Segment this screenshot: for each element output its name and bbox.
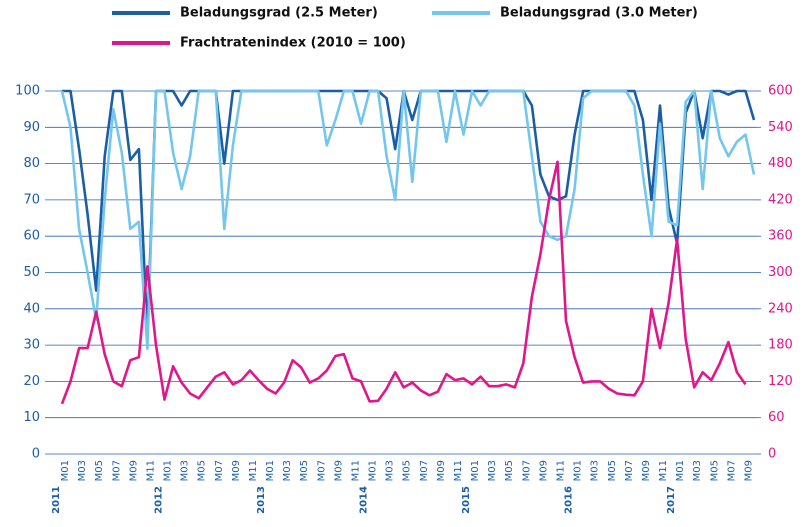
y-tick-label: 60 [23,229,40,244]
y-tick-label: 90 [23,120,40,135]
x-tick-label: M09 [538,460,549,481]
x-tick-label: M05 [94,460,105,481]
year-label: 2016 [564,486,575,514]
x-tick-label: M09 [231,460,242,481]
y2-tick-label: 600 [768,84,793,99]
y-tick-label: 70 [23,192,40,207]
x-tick-label: M01 [368,460,379,481]
y2-tick-label: 120 [768,374,793,389]
y2-tick-label: 360 [768,229,793,244]
x-tick-label: M03 [487,460,498,481]
x-tick-label: M11 [658,460,669,481]
x-tick-label: M07 [624,460,635,481]
y2-tick-label: 0 [768,447,776,462]
x-tick-label: M07 [726,460,737,481]
legend-label: Beladungsgrad (2.5 Meter) [180,6,378,21]
year-label: 2011 [51,486,62,514]
x-tick-label: M05 [299,460,310,481]
legend-label: Beladungsgrad (3.0 Meter) [500,6,698,21]
y2-tick-label: 180 [768,338,793,353]
x-tick-label: M01 [470,460,481,481]
x-tick-label: M09 [743,460,754,481]
legend-label: Frachtratenindex (2010 = 100) [180,36,406,51]
y2-tick-label: 480 [768,156,793,171]
y-tick-label: 0 [32,447,40,462]
x-tick-label: M07 [111,460,122,481]
y2-tick-label: 420 [768,192,793,207]
x-tick-label: M03 [385,460,396,481]
series-line [62,89,756,336]
y2-tick-label: 60 [768,410,785,425]
series-line [60,89,756,350]
x-tick-label: M07 [316,460,327,481]
x-tick-label: M11 [145,460,156,481]
x-tick-label: M11 [350,460,361,481]
x-tick-label: M01 [573,460,584,481]
x-tick-label: M05 [607,460,618,481]
y-tick-label: 10 [23,410,40,425]
year-label: 2015 [461,486,472,514]
x-tick-label: M05 [402,460,413,481]
x-tick-label: M07 [419,460,430,481]
year-label: 2012 [154,486,165,514]
y-tick-label: 20 [23,374,40,389]
x-tick-label: M05 [197,460,208,481]
x-tick-label: M09 [641,460,652,481]
x-tick-label: M01 [265,460,276,481]
x-tick-label: M01 [675,460,686,481]
x-tick-label: M03 [180,460,191,481]
x-tick-label: M03 [692,460,703,481]
x-tick-label: M03 [77,460,88,481]
year-label: 2014 [359,486,370,514]
y-tick-label: 80 [23,156,40,171]
x-tick-label: M01 [60,460,71,481]
y-tick-label: 100 [15,84,40,99]
series-line [60,160,747,405]
x-tick-label: M07 [521,460,532,481]
x-tick-label: M03 [282,460,293,481]
y2-tick-label: 300 [768,265,793,280]
x-tick-label: M11 [453,460,464,481]
y2-tick-label: 540 [768,120,793,135]
x-tick-label: M11 [556,460,567,481]
x-tick-label: M11 [248,460,259,481]
y2-tick-label: 240 [768,301,793,316]
x-tick-label: M03 [590,460,601,481]
x-tick-label: M07 [214,460,225,481]
y-tick-label: 40 [23,301,40,316]
x-tick-label: M09 [436,460,447,481]
x-tick-label: M09 [333,460,344,481]
x-tick-label: M01 [163,460,174,481]
year-label: 2017 [666,486,677,514]
x-tick-label: M05 [504,460,515,481]
x-tick-label: M09 [128,460,139,481]
x-tick-label: M05 [709,460,720,481]
y-tick-label: 50 [23,265,40,280]
y-tick-label: 30 [23,338,40,353]
year-label: 2013 [256,486,267,514]
